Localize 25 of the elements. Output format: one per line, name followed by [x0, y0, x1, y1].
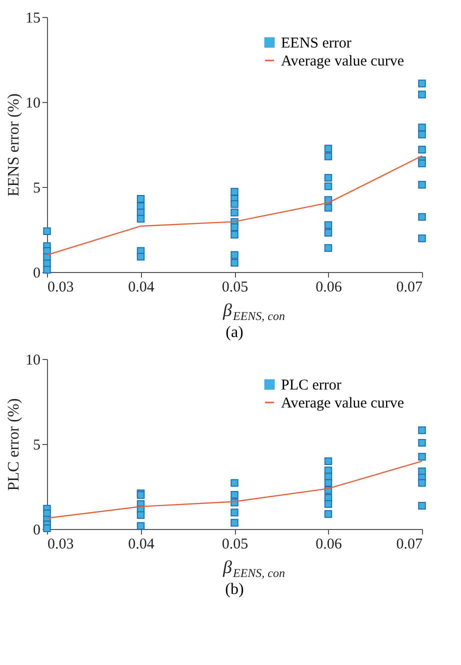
text: (b)	[225, 581, 244, 598]
x-tick-label: 0.07	[396, 536, 423, 552]
x-tick-label: 0.04	[128, 536, 155, 552]
y-tick-label: 10	[26, 352, 40, 368]
y-tick-label: 15	[26, 10, 40, 26]
x-tick-label: 0.06	[316, 536, 342, 552]
legend-label: EENS error	[281, 36, 352, 52]
x-tick-label: 0.06	[316, 280, 342, 296]
y-tick-label: 5	[33, 180, 40, 196]
text: (a)	[226, 324, 244, 341]
legend-label: Average value curve	[281, 54, 404, 70]
x-tick-label: 0.03	[48, 280, 74, 296]
legend-label: PLC error	[281, 378, 342, 394]
x-tick-label: 0.03	[48, 536, 74, 552]
y-tick-label: 10	[26, 96, 40, 112]
y-axis-title: PLC error (%)	[6, 398, 22, 491]
x-tick-label: 0.05	[222, 536, 248, 552]
y-tick-label: 0	[33, 522, 40, 538]
x-tick-label: 0.05	[222, 280, 248, 296]
legend-label: Average value curve	[281, 396, 404, 412]
y-axis-title: EENS error (%)	[6, 93, 22, 197]
y-tick-label: 5	[33, 438, 40, 454]
x-tick-label: 0.04	[128, 280, 155, 296]
y-tick-label: 0	[33, 266, 40, 282]
x-tick-label: 0.07	[396, 280, 423, 296]
